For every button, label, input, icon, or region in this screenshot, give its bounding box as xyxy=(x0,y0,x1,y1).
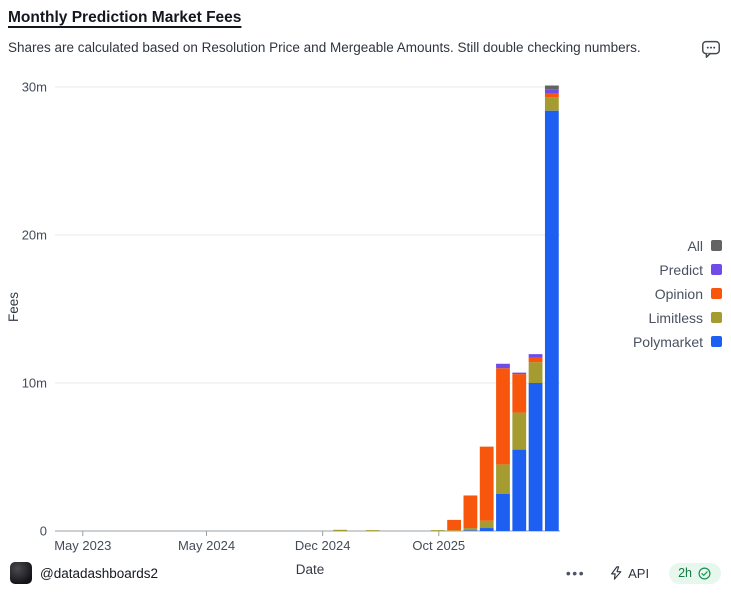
x-tick-label: May 2023 xyxy=(54,538,111,553)
bar-polymarket-aug-2025[interactable] xyxy=(496,494,510,531)
api-icon xyxy=(611,566,622,580)
x-tick-label: May 2024 xyxy=(178,538,235,553)
bar-predict-sep-2025[interactable] xyxy=(512,372,527,375)
legend-label: Limitless xyxy=(648,309,703,326)
x-tick-label: Oct 2025 xyxy=(412,538,465,553)
legend-label: All xyxy=(687,237,703,254)
bar-limitless-jul-2025[interactable] xyxy=(479,520,494,529)
last-updated-badge[interactable]: 2h xyxy=(669,562,721,584)
legend-label: Predict xyxy=(659,261,703,278)
bar-opinion-oct-2025[interactable] xyxy=(528,357,543,363)
page-title[interactable]: Monthly Prediction Market Fees xyxy=(8,9,242,26)
bar-predict-oct-2025[interactable] xyxy=(528,354,543,358)
bar-polymarket-nov-2025[interactable] xyxy=(544,110,559,532)
legend-swatch-icon xyxy=(711,264,722,275)
footer-actions: ••• API 2h xyxy=(562,562,721,584)
legend-swatch-icon xyxy=(711,312,722,323)
bar-limitless-aug-2025[interactable] xyxy=(496,464,510,494)
fees-chart: 0 10m 20m 30m May 2023 May 2024 Dec 2024 Oct 20… xyxy=(22,80,560,553)
bar-predict-nov-2025[interactable] xyxy=(544,89,559,94)
bar-limitless-nov-2025[interactable] xyxy=(544,97,559,111)
bar-polymarket-oct-2025[interactable] xyxy=(528,383,543,531)
author-block: @datadashboards2 xyxy=(10,562,158,584)
x-tick-label: Dec 2024 xyxy=(295,538,351,553)
bar-limitless-dec-2024[interactable] xyxy=(365,530,380,531)
bar-limitless-jun-2025[interactable] xyxy=(463,528,478,531)
bar-polymarket-sep-2025[interactable] xyxy=(512,449,527,531)
legend: All Predict Opinion Limitless Polymarket xyxy=(633,237,722,350)
bar-limitless-apr-2025[interactable] xyxy=(430,530,445,531)
legend-item-predict[interactable]: Predict xyxy=(659,261,722,278)
bar-opinion-jun-2025[interactable] xyxy=(463,495,478,529)
check-circle-icon xyxy=(698,567,711,579)
legend-swatch-icon xyxy=(711,288,722,299)
more-options-button[interactable]: ••• xyxy=(562,564,589,582)
bar-predict-aug-2025[interactable] xyxy=(496,363,510,369)
bar-all-nov-2025[interactable] xyxy=(544,85,559,90)
last-updated-label: 2h xyxy=(678,566,692,580)
bar-limitless-may-2025[interactable] xyxy=(447,530,462,531)
api-label: API xyxy=(628,565,650,581)
bar-opinion-jul-2025[interactable] xyxy=(479,446,494,521)
y-axis-title: Fees xyxy=(6,291,21,322)
y-tick-label: 0 xyxy=(40,524,47,539)
x-axis-title: Date xyxy=(295,562,325,577)
author-handle[interactable]: @datadashboards2 xyxy=(40,565,159,581)
bar-limitless-sep-2025[interactable] xyxy=(512,412,527,450)
bar-opinion-may-2025[interactable] xyxy=(447,519,462,531)
legend-swatch-icon xyxy=(711,336,722,347)
y-tick-label: 10m xyxy=(22,376,47,391)
comments-button[interactable] xyxy=(699,38,723,62)
chart-subtitle: Shares are calculated based on Resolutio… xyxy=(8,40,641,55)
legend-item-opinion[interactable]: Opinion xyxy=(655,285,722,302)
legend-item-polymarket[interactable]: Polymarket xyxy=(633,333,722,350)
bar-opinion-nov-2025[interactable] xyxy=(544,93,559,98)
legend-swatch-icon xyxy=(711,240,722,251)
bar-limitless-oct-2025[interactable] xyxy=(528,362,543,383)
legend-item-all[interactable]: All xyxy=(687,237,722,254)
bar-opinion-sep-2025[interactable] xyxy=(512,374,527,413)
legend-item-limitless[interactable]: Limitless xyxy=(649,309,722,326)
legend-label: Opinion xyxy=(654,285,703,302)
api-button[interactable]: API xyxy=(607,564,651,583)
avatar[interactable] xyxy=(10,562,32,584)
bar-opinion-aug-2025[interactable] xyxy=(496,368,510,465)
legend-label: Polymarket xyxy=(632,333,703,350)
speech-bubble-icon xyxy=(702,40,720,58)
y-tick-label: 20m xyxy=(22,228,47,243)
bar-polymarket-jul-2025[interactable] xyxy=(479,528,494,531)
bar-limitless-oct-2024[interactable] xyxy=(333,529,347,531)
bar-polymarket-jun-2025[interactable] xyxy=(463,530,478,531)
footer: @datadashboards2 ••• API 2h xyxy=(0,558,731,588)
y-tick-label: 30m xyxy=(22,80,47,95)
